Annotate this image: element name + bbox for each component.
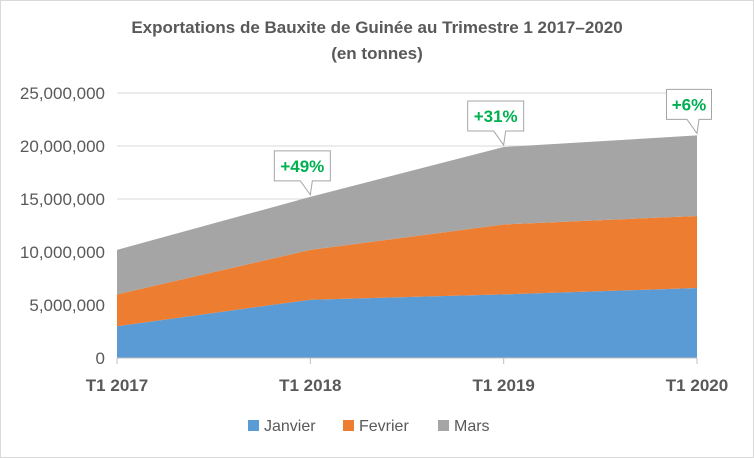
x-tick-label: T1 2018 <box>279 376 341 395</box>
x-tick-label: T1 2017 <box>86 376 148 395</box>
x-tick-label: T1 2019 <box>472 376 534 395</box>
annotation-callout <box>273 150 331 197</box>
legend-swatch <box>248 420 259 431</box>
chart-subtitle: (en tonnes) <box>331 44 423 63</box>
y-tick-label: 0 <box>96 349 105 368</box>
y-tick-label: 10,000,000 <box>20 243 105 262</box>
annotation-label: +6% <box>672 95 707 114</box>
legend-swatch <box>343 420 354 431</box>
area-series-janvier <box>117 288 697 358</box>
annotation-label: +49% <box>280 157 324 176</box>
y-tick-label: 5,000,000 <box>29 296 105 315</box>
annotation-label: +31% <box>474 107 518 126</box>
legend-swatch <box>438 420 449 431</box>
legend-label: Mars <box>454 418 490 435</box>
y-tick-label: 25,000,000 <box>20 84 105 103</box>
chart-title: Exportations de Bauxite de Guinée au Tri… <box>131 18 623 37</box>
area-series-fevrier <box>117 215 697 327</box>
y-tick-label: 15,000,000 <box>20 190 105 209</box>
area-series-mars <box>117 135 697 295</box>
legend-label: Fevrier <box>359 418 409 435</box>
annotation-callout <box>467 100 525 147</box>
legend-label: Janvier <box>264 418 316 435</box>
annotation-callout <box>666 88 712 135</box>
x-tick-label: T1 2020 <box>666 376 728 395</box>
y-tick-label: 20,000,000 <box>20 137 105 156</box>
